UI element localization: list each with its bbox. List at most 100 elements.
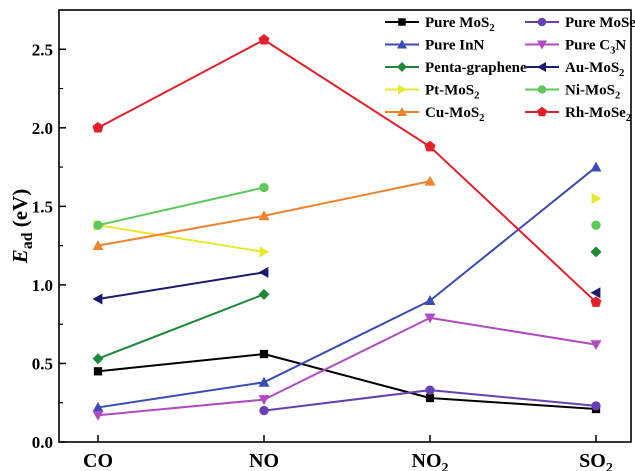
data-point (590, 161, 602, 172)
data-point (259, 182, 269, 193)
legend-marker (397, 107, 407, 116)
legend-label-sub: 2 (489, 23, 494, 34)
legend-label-base: Cu-MoS (425, 105, 479, 121)
y-axis-title: Ead (eV) (8, 189, 36, 264)
data-point (424, 295, 436, 306)
x-tick-label: CO (83, 450, 113, 471)
data-point (258, 376, 270, 387)
x-axis: CO NO NO2 SO2 (83, 435, 613, 471)
series-line-segment (97, 38, 265, 129)
data-point (590, 246, 602, 258)
series-line-segment (429, 397, 597, 411)
series-line-segment (97, 398, 265, 417)
series-line-segment (97, 381, 265, 409)
series-line-segment (263, 39, 431, 148)
series-1 (93, 349, 601, 414)
legend-label: Au-MoS2 (565, 60, 624, 79)
legend-marker (398, 18, 406, 26)
data-point (258, 266, 269, 278)
data-point (258, 210, 270, 221)
series-8 (93, 182, 601, 230)
legend-label-base: Au-MoS (565, 60, 619, 76)
data-point (591, 193, 602, 205)
legend-label-base: Pure C (565, 38, 610, 54)
series-3 (92, 161, 602, 412)
legend-marker (537, 17, 547, 27)
series-line-segment (97, 271, 265, 301)
legend-label-sub: 2 (615, 91, 620, 102)
series-line-segment (429, 316, 597, 346)
series-line-segment (97, 214, 265, 247)
series-line-segment (263, 353, 431, 399)
data-point (424, 140, 436, 152)
legend-item: Pure MoSe2 (525, 15, 635, 34)
y-title-symbol: E (8, 249, 32, 264)
legend-label: Pure MoSe2 (565, 15, 635, 34)
y-axis: 0.0 0.5 1.0 1.5 2.0 2.5 (32, 40, 66, 452)
plot-frame (58, 9, 632, 443)
data-point (258, 288, 270, 300)
data-point (259, 246, 270, 258)
legend-marker (537, 40, 547, 50)
series-9 (92, 175, 436, 251)
legend-label: Pure C3N (565, 38, 626, 57)
legend-label-base: Penta-graphene (425, 60, 527, 76)
legend-marker (537, 62, 546, 72)
series-4 (92, 313, 602, 421)
series-line-segment (429, 166, 597, 302)
legend-label: Pt-MoS2 (425, 83, 479, 102)
legend-item: Pure MoS2 (385, 15, 495, 34)
legend-label-base: Ni-MoS (565, 83, 615, 99)
x-tick-label: NO2 (412, 450, 449, 471)
data-point (92, 410, 104, 421)
legend-marker (537, 106, 547, 117)
legend-item: Penta-graphene (385, 60, 527, 76)
y-title-unit: (eV) (8, 189, 32, 233)
y-tick-label: 2.0 (32, 119, 53, 138)
data-point (92, 293, 103, 305)
legend-label-suffix: N (615, 38, 626, 54)
legend-label: Ni-MoS2 (565, 83, 620, 102)
data-point (93, 220, 103, 230)
y-tick-label: 0.5 (32, 354, 53, 373)
data-point (92, 122, 104, 133)
x-tick-label-sub: 2 (442, 461, 449, 471)
series-line-segment (429, 145, 597, 303)
data-point (425, 385, 435, 395)
x-tick-label-base: NO (412, 450, 442, 471)
legend-label-base: Pure InN (425, 38, 484, 54)
series-2 (259, 385, 601, 416)
legend-label-base: Pure MoSe (565, 15, 635, 31)
data-point (92, 353, 104, 365)
series-line-segment (263, 389, 431, 412)
data-point (590, 287, 601, 299)
data-point (259, 349, 269, 359)
y-tick-label: 1.5 (32, 197, 53, 216)
series-10 (92, 34, 602, 307)
series-line-segment (263, 180, 431, 217)
y-tick-label: 1.0 (32, 276, 53, 295)
x-tick-label: NO (249, 450, 279, 471)
data-point (591, 401, 601, 411)
x-tick-label-sub: 2 (606, 461, 613, 471)
data-point (590, 296, 602, 307)
legend-item: Rh-MoSe2 (525, 105, 631, 124)
legend-item: Au-MoS2 (525, 60, 624, 79)
legend-label-sub: 2 (479, 113, 484, 124)
series-line-segment (263, 317, 431, 401)
series-6 (92, 266, 601, 305)
x-tick-label-base: SO (579, 450, 606, 471)
series-line-segment (97, 224, 265, 253)
series-line-segment (97, 353, 265, 373)
series-line-segment (429, 389, 597, 407)
legend-label: Pure MoS2 (425, 15, 495, 34)
data-point (258, 395, 270, 406)
data-point (591, 220, 601, 230)
y-tick-label: 2.5 (32, 40, 53, 59)
legend-label: Penta-graphene (425, 60, 527, 76)
legend-label-base: Rh-MoSe (565, 105, 626, 121)
legend-item: Ni-MoS2 (525, 83, 620, 102)
legend-item: Cu-MoS2 (385, 105, 484, 124)
